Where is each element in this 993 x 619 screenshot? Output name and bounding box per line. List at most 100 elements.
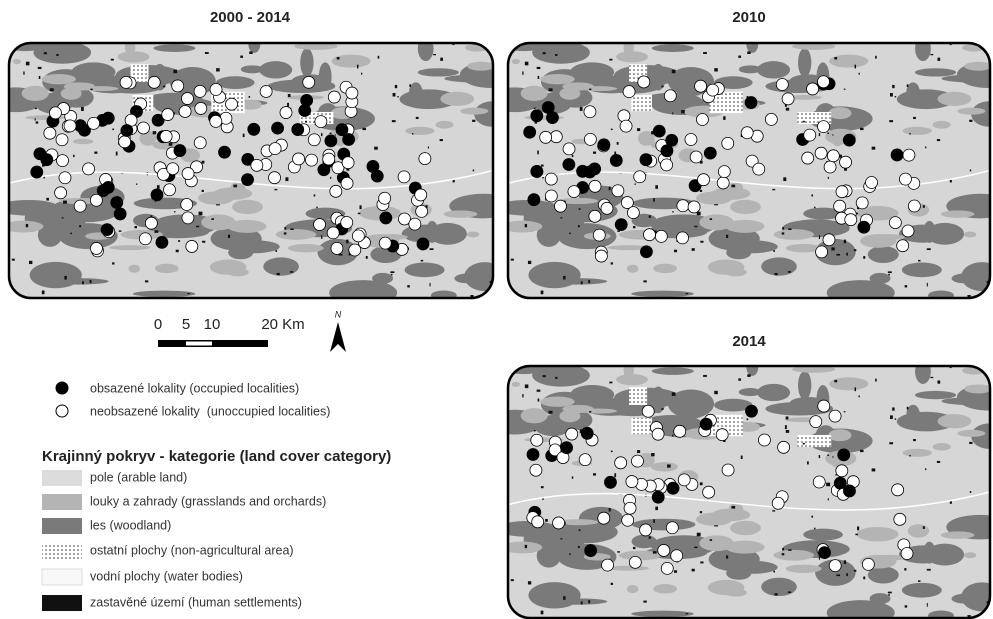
settlement [314, 194, 316, 196]
occupied-locality [182, 212, 194, 224]
settlement [788, 271, 791, 272]
unoccupied-locality [269, 143, 281, 155]
settlement [330, 133, 332, 134]
unoccupied-locality [696, 114, 708, 126]
grassland-patch [460, 108, 488, 115]
settlement [614, 473, 616, 477]
woodland-patch [902, 263, 942, 278]
unoccupied-locality [139, 233, 151, 245]
settlement [44, 52, 47, 54]
settlement [892, 85, 894, 88]
settlement [543, 375, 546, 377]
occupied-locality [666, 134, 678, 146]
unoccupied-locality [807, 83, 819, 95]
settlement [700, 511, 702, 513]
settlement [846, 573, 848, 576]
settlement [863, 256, 865, 259]
unoccupied-locality [753, 163, 765, 175]
unoccupied-locality [528, 194, 540, 206]
settlement [64, 276, 66, 280]
settlement [290, 228, 293, 230]
settlement [913, 439, 916, 441]
settlement [538, 76, 540, 79]
woodland-patch [915, 359, 931, 384]
settlement [81, 107, 84, 111]
settlement [26, 62, 30, 66]
settlement [491, 295, 493, 298]
grassland-patch [653, 584, 677, 594]
settlement [661, 408, 663, 410]
unoccupied-locality [615, 457, 627, 469]
settlement [672, 434, 673, 436]
settlement [433, 54, 436, 55]
settlement [528, 581, 531, 584]
settlement [827, 133, 829, 134]
unoccupied-locality [181, 93, 193, 105]
unoccupied-locality [695, 80, 707, 92]
settlement [578, 225, 580, 227]
occupied-locality [722, 464, 734, 476]
settlement [609, 187, 611, 191]
settlement [811, 194, 813, 196]
settlement [581, 281, 583, 284]
settlement [145, 280, 148, 282]
settlement [788, 228, 791, 230]
unoccupied-locality [661, 145, 673, 157]
grassland-patch [227, 220, 266, 233]
unoccupied-locality [817, 76, 829, 88]
unoccupied-locality [818, 400, 830, 412]
unoccupied-locality [894, 513, 906, 525]
occupied-locality [640, 246, 652, 258]
occupied-locality [186, 240, 198, 252]
settlement [196, 226, 199, 227]
grassland-patch [467, 231, 479, 237]
woodland-patch [263, 257, 299, 275]
settlement [56, 54, 58, 56]
settlement [112, 129, 114, 130]
settlement [747, 51, 750, 54]
settlement [593, 152, 596, 154]
unoccupied-locality [584, 133, 596, 145]
settlement [169, 143, 173, 146]
unoccupied-locality [341, 217, 353, 229]
settlement [35, 108, 37, 109]
settlement [46, 198, 49, 201]
settlement [63, 201, 67, 204]
settlement [62, 217, 64, 218]
non-agricultural-patch [798, 435, 832, 447]
grassland-patch [964, 62, 992, 71]
occupied-locality [531, 434, 543, 446]
grassland-patch [941, 531, 975, 538]
grassland-patch [957, 108, 985, 115]
settlement [82, 281, 84, 284]
settlement [905, 285, 907, 287]
settlement [937, 380, 940, 383]
settlement [330, 177, 331, 179]
settlement [726, 555, 728, 558]
grassland-patch [933, 443, 951, 451]
settlement [672, 112, 673, 114]
occupied-locality [813, 476, 825, 488]
settlement [111, 59, 114, 61]
woodland-patch [798, 371, 811, 400]
scale-label: 5 [182, 316, 190, 333]
grassland-patch [829, 55, 868, 68]
settlement [635, 183, 636, 184]
non-agricultural-patch [631, 418, 652, 434]
settlement [738, 56, 741, 58]
unoccupied-locality [419, 153, 431, 165]
settlement [609, 59, 612, 61]
settlement [23, 71, 24, 74]
settlement [872, 468, 876, 471]
grassland-patch [725, 541, 764, 554]
map-panel [487, 358, 993, 619]
settlement [846, 253, 848, 256]
settlement [525, 384, 529, 388]
settlement [857, 526, 859, 530]
unoccupied-locality [903, 149, 915, 161]
settlement [633, 547, 636, 549]
settlement [930, 54, 933, 55]
unoccupied-locality [527, 449, 539, 461]
settlement [710, 539, 712, 541]
swatch-grassland [42, 494, 82, 510]
